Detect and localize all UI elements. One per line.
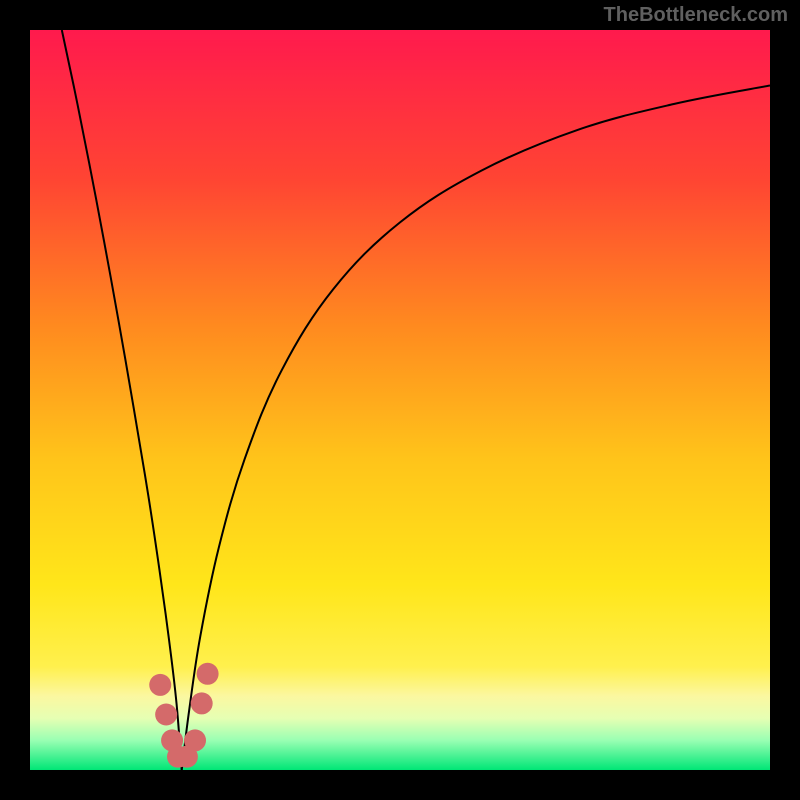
marker-dot bbox=[149, 674, 171, 696]
curve-left bbox=[62, 30, 182, 770]
plot-background bbox=[30, 30, 770, 770]
chart-svg bbox=[30, 30, 770, 770]
curve-right bbox=[182, 86, 770, 771]
watermark-text: TheBottleneck.com bbox=[604, 4, 788, 27]
marker-dot bbox=[176, 746, 198, 768]
marker-dot bbox=[197, 663, 219, 685]
marker-dot bbox=[184, 729, 206, 751]
marker-dot bbox=[155, 704, 177, 726]
marker-dot bbox=[161, 729, 183, 751]
marker-dot bbox=[167, 746, 189, 768]
marker-dot bbox=[191, 692, 213, 714]
